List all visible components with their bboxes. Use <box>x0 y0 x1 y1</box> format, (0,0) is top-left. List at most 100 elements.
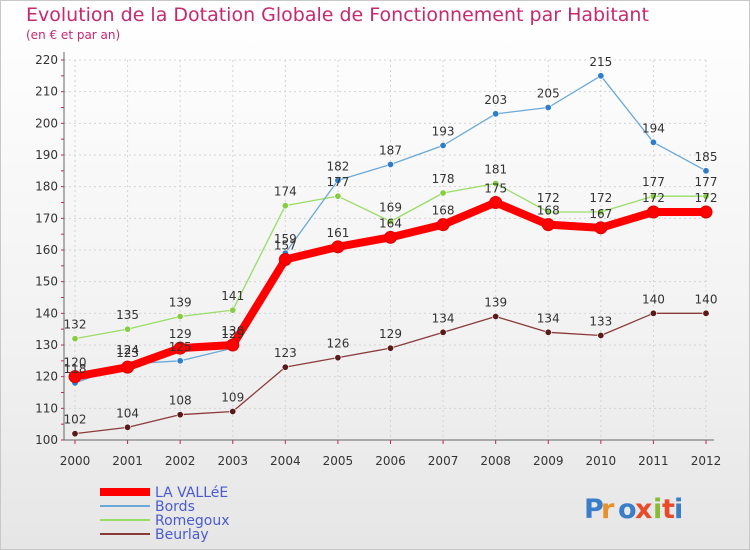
data-label-2: 174 <box>274 185 297 199</box>
data-label-3: 109 <box>221 391 244 405</box>
data-label-0: 172 <box>695 191 718 205</box>
series-point-0 <box>436 218 450 232</box>
data-label-0: 175 <box>484 182 507 196</box>
data-label-2: 169 <box>379 201 402 215</box>
data-label-1: 203 <box>484 93 507 107</box>
data-label-1: 129 <box>221 327 244 341</box>
series-point-2 <box>124 325 132 333</box>
series-point-3 <box>334 354 342 362</box>
y-tick-label: 130 <box>35 338 58 352</box>
x-tick-label: 2010 <box>586 454 617 468</box>
series-point-0 <box>173 341 187 355</box>
data-label-1: 215 <box>589 55 612 69</box>
series-point-1 <box>544 104 552 112</box>
x-tick-label: 2001 <box>112 454 143 468</box>
data-label-2: 178 <box>432 172 455 186</box>
data-label-0: 172 <box>642 191 665 205</box>
series-point-0 <box>121 360 135 374</box>
logo-letter: t <box>662 494 675 525</box>
series-point-0 <box>489 196 503 209</box>
legend-entry: Romegoux <box>155 513 230 529</box>
data-label-3: 123 <box>274 346 297 360</box>
data-label-0: 123 <box>116 346 139 360</box>
series-point-1 <box>649 138 657 146</box>
data-label-3: 102 <box>64 413 87 427</box>
y-tick-label: 110 <box>35 401 58 415</box>
logo-letter: P <box>584 494 604 525</box>
y-tick-label: 100 <box>35 433 58 447</box>
data-label-0: 130 <box>221 324 244 338</box>
logo-letter: i <box>674 494 683 525</box>
series-point-1 <box>439 142 447 150</box>
series-point-2 <box>702 192 710 200</box>
data-label-3: 133 <box>589 315 612 329</box>
data-label-1: 118 <box>64 362 87 376</box>
series-point-2 <box>334 192 342 200</box>
grid-lines <box>64 59 707 441</box>
data-label-1: 205 <box>537 87 560 101</box>
data-label-1: 193 <box>432 125 455 139</box>
data-label-1: 187 <box>379 144 402 158</box>
series-point-1 <box>176 357 184 365</box>
data-label-3: 129 <box>379 327 402 341</box>
data-label-0: 164 <box>379 216 402 230</box>
logo-letter: i <box>653 494 662 525</box>
series-point-1 <box>702 167 710 175</box>
series-point-3 <box>492 312 500 320</box>
y-tick-label: 220 <box>35 53 58 67</box>
data-label-0: 161 <box>326 226 349 240</box>
legend-entry: LA VALLéE <box>155 485 228 501</box>
data-label-3: 140 <box>695 292 718 306</box>
data-label-0: 129 <box>169 327 192 341</box>
series-point-3 <box>124 423 132 431</box>
series-point-3 <box>439 328 447 336</box>
series-point-2 <box>71 335 79 343</box>
series-point-2 <box>229 306 237 314</box>
data-label-3: 140 <box>642 292 665 306</box>
series-point-0 <box>541 218 555 232</box>
series-point-2 <box>386 218 394 226</box>
data-label-2: 177 <box>695 175 718 189</box>
x-tick-label: 2006 <box>375 454 406 468</box>
y-tick-label: 120 <box>35 370 58 384</box>
data-label-3: 104 <box>116 406 139 420</box>
x-tick-label: 2004 <box>270 454 301 468</box>
y-tick-label: 170 <box>35 211 58 225</box>
series-point-3 <box>702 309 710 317</box>
data-label-3: 134 <box>537 311 560 325</box>
series-point-3 <box>229 407 237 415</box>
series-point-1 <box>334 176 342 184</box>
x-tick-label: 2003 <box>217 454 248 468</box>
series-point-3 <box>176 411 184 419</box>
y-tick-label: 210 <box>35 85 58 99</box>
series-point-2 <box>649 192 657 200</box>
series-point-3 <box>597 331 605 339</box>
chart-title: Evolution de la Dotation Globale de Fonc… <box>26 4 649 26</box>
data-label-2: 172 <box>537 191 560 205</box>
x-tick-label: 2002 <box>165 454 196 468</box>
data-label-0: 168 <box>432 204 455 218</box>
logo-letter: x <box>635 494 652 525</box>
data-label-2: 181 <box>484 163 507 177</box>
series-point-0 <box>68 370 82 384</box>
data-label-1: 182 <box>326 159 349 173</box>
series-point-0 <box>646 205 660 219</box>
x-tick-label: 2009 <box>533 454 564 468</box>
data-label-3: 139 <box>484 296 507 310</box>
series-point-3 <box>71 430 79 438</box>
data-label-2: 135 <box>116 308 139 322</box>
series-point-0 <box>699 205 713 219</box>
series-point-0 <box>278 253 292 266</box>
series-point-0 <box>594 221 608 235</box>
proxiti-logo: Pr ox i t i <box>584 494 683 525</box>
data-label-1: 125 <box>169 340 192 354</box>
series-point-2 <box>439 189 447 197</box>
x-tick-label: 2000 <box>60 454 91 468</box>
data-label-2: 177 <box>642 175 665 189</box>
series-point-1 <box>492 110 500 118</box>
series-point-2 <box>597 208 605 216</box>
y-tick-label: 140 <box>35 306 58 320</box>
